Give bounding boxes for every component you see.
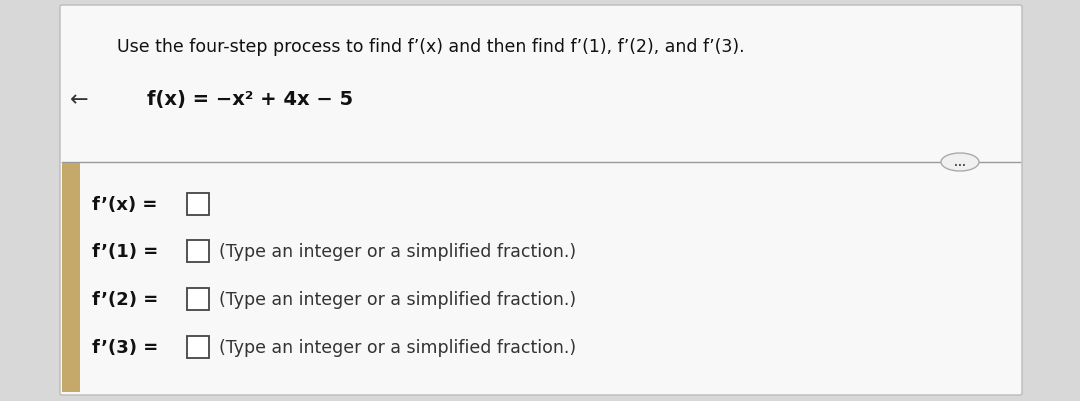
Text: (Type an integer or a simplified fraction.): (Type an integer or a simplified fractio…	[219, 242, 576, 260]
Text: f’(2) =: f’(2) =	[92, 290, 159, 308]
Bar	[187, 288, 210, 310]
Text: (Type an integer or a simplified fraction.): (Type an integer or a simplified fractio…	[219, 290, 576, 308]
FancyBboxPatch shape	[60, 6, 1022, 395]
Bar	[187, 241, 210, 262]
Text: f’(1) =: f’(1) =	[92, 242, 159, 260]
Text: ←: ←	[70, 90, 89, 110]
Text: (Type an integer or a simplified fraction.): (Type an integer or a simplified fractio…	[219, 338, 576, 356]
Bar	[187, 194, 210, 215]
Text: f’(x) =: f’(x) =	[92, 196, 158, 213]
Text: f(x) = −x² + 4x − 5: f(x) = −x² + 4x − 5	[147, 90, 353, 109]
Text: ...: ...	[954, 158, 966, 168]
Bar	[62, 164, 80, 392]
Ellipse shape	[941, 154, 978, 172]
Bar	[187, 336, 210, 358]
Text: f’(3) =: f’(3) =	[92, 338, 159, 356]
Text: Use the four-step process to find f’(x) and then find f’(1), f’(2), and f’(3).: Use the four-step process to find f’(x) …	[117, 38, 744, 56]
